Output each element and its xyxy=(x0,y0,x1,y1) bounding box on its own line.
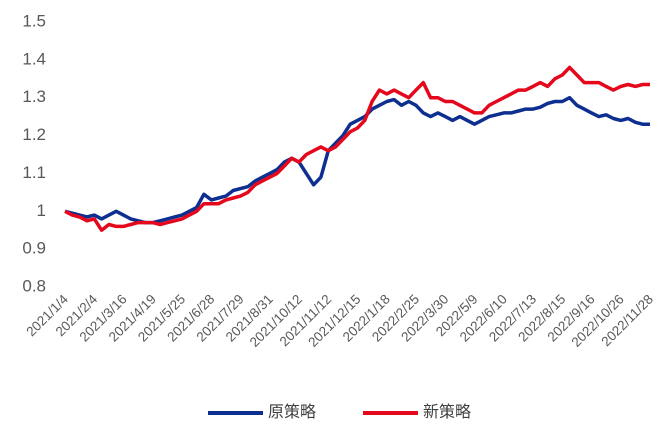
series-line xyxy=(64,65,650,232)
y-tick-label: 0.8 xyxy=(22,276,46,295)
y-tick-label: 1.4 xyxy=(22,49,46,68)
y-tick-label: 1.2 xyxy=(22,125,46,144)
y-tick-label: 1.1 xyxy=(22,163,46,182)
y-tick-label: 1 xyxy=(37,201,46,220)
y-tick-label: 1.3 xyxy=(22,87,46,106)
series-line xyxy=(64,95,650,225)
y-tick-label: 0.9 xyxy=(22,239,46,258)
legend-label: 新策略 xyxy=(423,403,471,421)
y-tick-label: 1.5 xyxy=(22,11,46,30)
legend-label: 原策略 xyxy=(268,403,316,421)
